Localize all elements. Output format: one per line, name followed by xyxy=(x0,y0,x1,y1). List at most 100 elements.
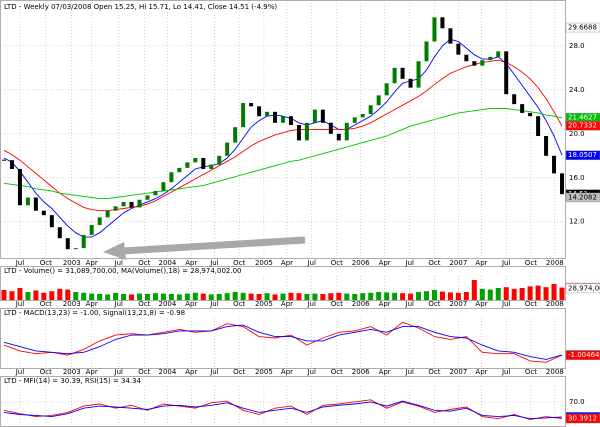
volume-bar xyxy=(320,294,326,300)
candle xyxy=(288,116,293,126)
candle xyxy=(504,51,509,95)
candle xyxy=(65,238,70,250)
volume-bar xyxy=(471,280,477,300)
candle xyxy=(304,122,309,141)
volume-bar xyxy=(200,293,206,300)
x-tick-label: Jul xyxy=(306,300,316,308)
x-tick-label: Oct xyxy=(138,368,150,376)
x-tick-label: Oct xyxy=(428,259,440,267)
x-tick-label: Apr xyxy=(475,300,487,308)
x-tick-label: Jul xyxy=(209,300,219,308)
candle xyxy=(249,103,254,107)
x-tick-label: 2008 xyxy=(546,300,564,308)
x-tick-label: Apr xyxy=(86,368,98,376)
layers: Jul Oct 2003 Apr Jul Oct 2004 Apr Jul Oct 2005 Apr J… xyxy=(1,3,600,425)
y-tick-label: 16.0 xyxy=(569,174,585,182)
x-tick-label: Jul xyxy=(15,368,25,376)
candle xyxy=(57,227,62,239)
value-box xyxy=(565,413,600,424)
candle xyxy=(233,127,238,143)
y-tick-label: 24.0 xyxy=(569,86,585,94)
candle xyxy=(153,190,158,196)
series-line xyxy=(3,399,563,420)
x-tick-label: 2003 xyxy=(63,368,81,376)
value-box-label: 21.4627 xyxy=(568,114,597,122)
volume-bar xyxy=(559,287,565,300)
x-tick-label: Apr xyxy=(86,259,98,267)
volume-bar xyxy=(495,288,501,300)
x-tick-label: 2003 xyxy=(63,259,81,267)
candle xyxy=(9,160,14,169)
volume-bar xyxy=(463,292,469,300)
y-tick-label: 70.0 xyxy=(569,398,585,406)
y-tick-label: 12.0 xyxy=(569,218,585,226)
candle xyxy=(137,199,142,208)
candle xyxy=(209,164,214,169)
x-tick-label: Jul xyxy=(114,259,124,267)
volume-bar xyxy=(352,294,358,300)
candle xyxy=(528,112,533,117)
x-tick-label: 2006 xyxy=(352,368,370,376)
volume-bar xyxy=(240,292,246,300)
candle xyxy=(520,104,525,113)
x-tick-label: 2004 xyxy=(158,300,176,308)
x-tick-label: Jul xyxy=(209,259,219,267)
x-tick-label: Apr xyxy=(379,300,391,308)
value-box xyxy=(565,121,600,131)
candle xyxy=(448,28,453,44)
volume-title: LTD - Volume() = 31,089,700.00, MA(Volum… xyxy=(4,267,242,275)
series-line xyxy=(3,38,563,238)
candle xyxy=(408,78,413,88)
value-box-label: 30.3912 xyxy=(568,415,597,423)
value-box xyxy=(565,150,600,160)
candle xyxy=(257,106,262,117)
volume-bar xyxy=(160,293,166,300)
volume-bar xyxy=(272,294,278,300)
candle xyxy=(201,157,206,169)
volume-bar xyxy=(423,291,429,300)
volume-bar xyxy=(535,285,541,300)
volume-bar xyxy=(447,292,453,300)
x-tick-label: 2004 xyxy=(158,368,176,376)
candle xyxy=(488,56,493,61)
volume-bar xyxy=(208,294,214,300)
volume-bar xyxy=(304,294,310,300)
volume-bar xyxy=(256,294,262,300)
volume-bar xyxy=(336,292,342,300)
volume-bar xyxy=(511,288,517,300)
x-tick-label: Oct xyxy=(525,259,537,267)
candle xyxy=(265,111,270,117)
volume-bar xyxy=(152,293,158,300)
volume-bar xyxy=(41,292,47,300)
volume-bar xyxy=(25,292,31,300)
x-tick-label: Oct xyxy=(331,300,343,308)
volume-bar xyxy=(392,292,398,300)
volume-bar xyxy=(527,286,533,300)
candle xyxy=(392,67,397,84)
volume-bar xyxy=(73,292,79,300)
x-tick-label: Apr xyxy=(379,368,391,376)
volume-bar xyxy=(81,292,87,300)
x-tick-label: Oct xyxy=(525,368,537,376)
x-tick-label: Oct xyxy=(428,300,440,308)
candle xyxy=(544,135,549,156)
candle xyxy=(281,116,286,123)
volume-bar xyxy=(519,288,525,300)
x-tick-label: Oct xyxy=(233,300,245,308)
candle xyxy=(344,122,349,141)
candle xyxy=(73,248,78,250)
candle xyxy=(33,197,38,211)
x-tick-label: Oct xyxy=(40,368,52,376)
volume-bar xyxy=(360,293,366,300)
value-box-label: -1.00464 xyxy=(568,351,600,359)
candle xyxy=(464,54,469,62)
x-tick-label: 2005 xyxy=(255,259,273,267)
arrow-shaft xyxy=(121,236,306,255)
candle xyxy=(472,61,477,66)
volume-bar xyxy=(121,294,127,300)
x-tick-label: Jul xyxy=(15,300,25,308)
candle xyxy=(440,17,445,29)
value-box-label: 14.2082 xyxy=(568,193,597,201)
volume-bar xyxy=(105,294,111,300)
x-tick-label: Jul xyxy=(114,300,124,308)
